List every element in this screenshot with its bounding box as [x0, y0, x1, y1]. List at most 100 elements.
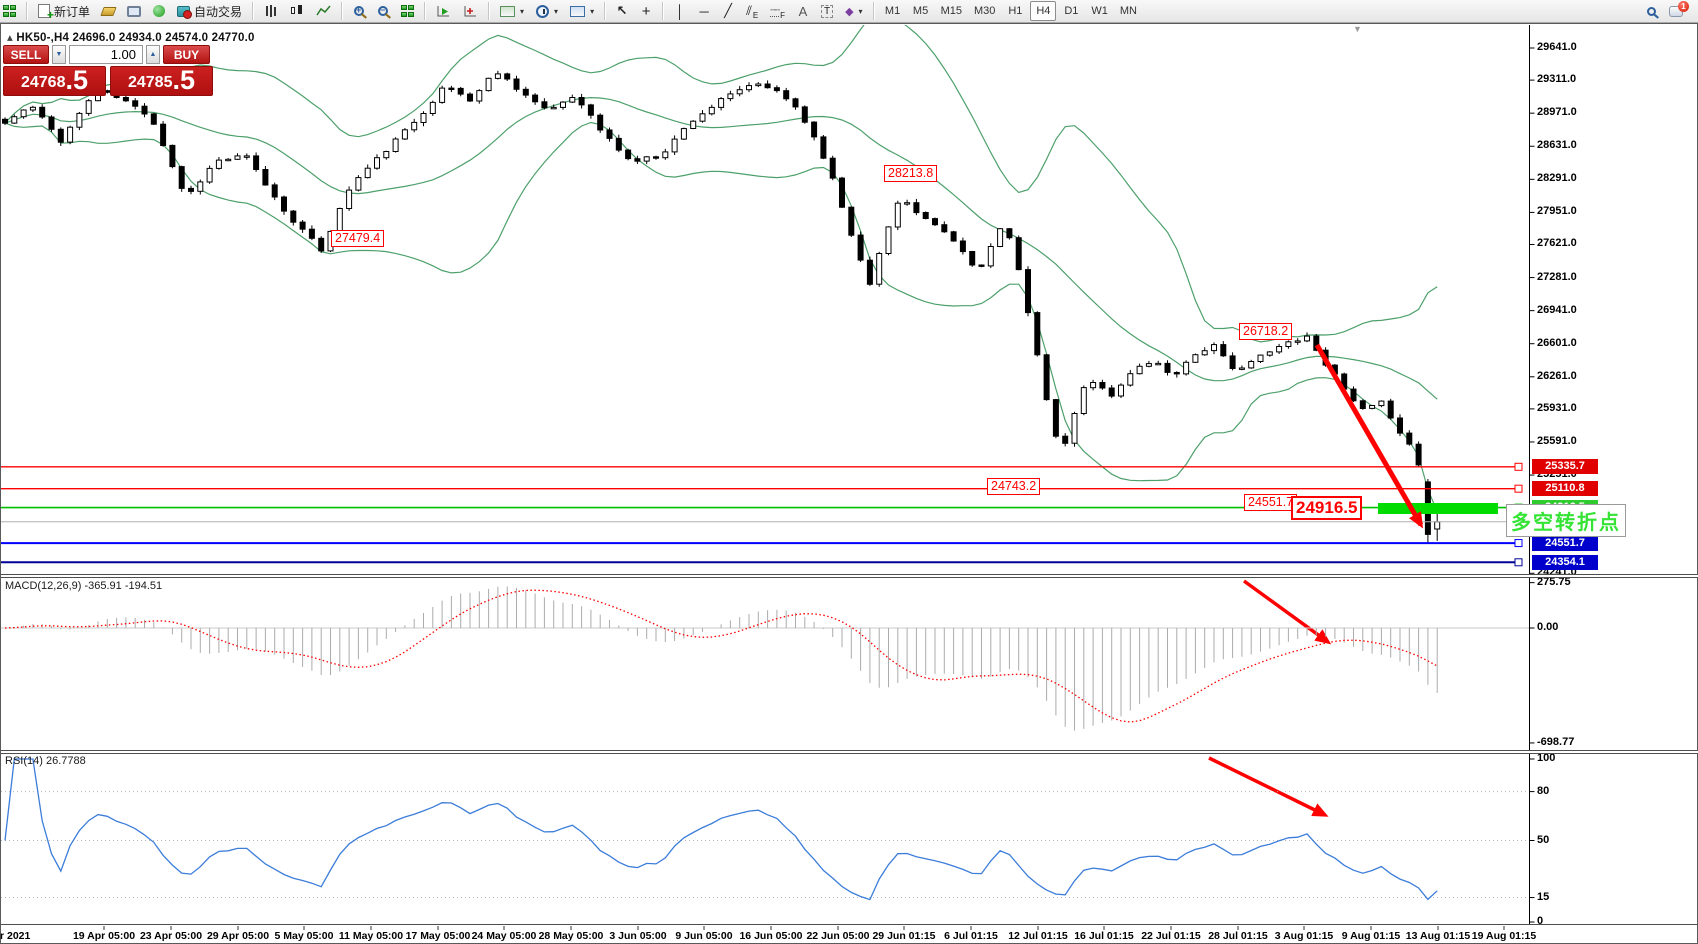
bollinger-band-line [4, 96, 1438, 400]
tile-windows-button[interactable] [396, 1, 419, 21]
channel-letter: E [752, 11, 759, 20]
label-tool-button[interactable]: T [816, 1, 838, 21]
price-tag-label[interactable]: 24551.7 [1244, 494, 1298, 511]
price-axis-tick: 28291.0 [1537, 172, 1577, 185]
timeframe-H1[interactable]: H1 [1008, 5, 1023, 17]
toolbar-separator [252, 2, 255, 20]
fibo-letter: F [780, 11, 785, 20]
hline-tool-button[interactable]: ─ [693, 1, 715, 21]
candlestick-series [2, 25, 1441, 543]
volume-input[interactable] [69, 45, 143, 64]
trend-arrow-2[interactable] [1242, 579, 1332, 645]
new-order-label: 新订单 [54, 4, 91, 19]
new-chart-dropdown[interactable]: ▾ [495, 1, 529, 21]
turning-point-annotation[interactable]: 多空转折点 [1506, 504, 1626, 537]
price-axis-badge: 24551.7 [1532, 535, 1598, 551]
time-axis-label: 28 Jul 01:15 [1208, 930, 1268, 942]
toolbar-separator [662, 2, 665, 20]
rsi-series [4, 758, 1438, 901]
sell-button[interactable]: SELL [3, 45, 49, 64]
auto-trading-label: 自动交易 [194, 4, 243, 19]
shapes-dropdown[interactable]: ◆ ▾ [840, 1, 867, 21]
price-tag-label[interactable]: 24743.2 [987, 478, 1041, 495]
time-axis-label: 5 May 05:00 [274, 930, 334, 942]
timeframe-M15[interactable]: M15 [940, 5, 962, 17]
auto-scroll-button[interactable] [431, 1, 456, 21]
eraser-icon [100, 6, 117, 16]
zoom-out-button[interactable]: − [372, 1, 394, 21]
price-axis-tick: 27621.0 [1537, 237, 1577, 250]
channel-tool-button[interactable]: ⫽ E [741, 1, 763, 21]
chart-canvas[interactable] [1, 24, 1698, 944]
template-icon [570, 5, 586, 17]
rsi-axis-tick: 100 [1537, 752, 1556, 764]
panel-splitter-rsi[interactable] [1, 750, 1698, 754]
zoom-in-button[interactable]: + [348, 1, 370, 21]
price-tag-label[interactable]: 28213.8 [884, 165, 938, 182]
price-axis-badge: 25335.7 [1532, 459, 1598, 475]
timeframe-D1[interactable]: D1 [1064, 5, 1079, 17]
volume-increase-button[interactable]: ▲ [146, 45, 160, 64]
time-axis-label: 12 Jul 01:15 [1008, 930, 1068, 942]
crosshair-tool-button[interactable]: + [635, 1, 657, 21]
price-axis-tick: 27951.0 [1537, 205, 1577, 218]
zoom-out-icon: − [378, 5, 389, 16]
price-tag-label[interactable]: 27479.4 [331, 230, 385, 247]
fibonacci-tool-button[interactable]: ╌╌ F [765, 1, 790, 21]
line-chart-icon [316, 5, 331, 16]
sell-price-display[interactable]: 24768.5 [3, 66, 106, 96]
search-button[interactable] [1640, 1, 1662, 21]
price-axis-tick: 26941.0 [1537, 303, 1577, 316]
horizontal-line-icon: ─ [699, 3, 709, 19]
candlestick-button[interactable] [285, 1, 309, 21]
macd-axis-tick: 0.00 [1537, 621, 1559, 633]
cursor-tool-button[interactable]: ↖ [611, 1, 633, 21]
chart-grid-button[interactable] [0, 1, 21, 21]
panel-splitter-macd[interactable] [1, 574, 1698, 578]
publisher-button[interactable] [122, 1, 146, 21]
toolbar-separator [26, 2, 28, 20]
zoom-in-icon: + [354, 5, 365, 16]
new-chart-icon [500, 5, 516, 17]
trendline-tool-button[interactable]: ╱ [717, 1, 739, 21]
chevron-down-icon: ▾ [520, 6, 525, 16]
notifications-button[interactable]: 1 [1664, 0, 1689, 21]
timeframe-M1[interactable]: M1 [884, 5, 901, 17]
trend-arrow-3[interactable] [1208, 756, 1329, 817]
time-axis-label: 8 Apr 2021 [0, 930, 31, 942]
timeframe-W1[interactable]: W1 [1091, 5, 1108, 17]
tile-windows-icon [401, 4, 415, 18]
template-dropdown[interactable]: ▾ [565, 1, 599, 21]
time-axis-label: 9 Aug 01:15 [1341, 930, 1401, 942]
timeframe-M5[interactable]: M5 [912, 5, 929, 17]
timeframe-MN[interactable]: MN [1119, 5, 1137, 17]
buy-button[interactable]: BUY [163, 45, 210, 64]
window-splitter-icon[interactable]: ▼ [1353, 24, 1362, 34]
auto-trading-button[interactable]: 自动交易 [172, 1, 247, 21]
label-tool-icon: T [820, 4, 834, 18]
text-tool-button[interactable]: A [792, 1, 814, 21]
new-order-button[interactable]: 新订单 [33, 1, 95, 22]
monitor-icon [127, 5, 142, 17]
price-axis-badge: 25110.8 [1532, 481, 1598, 497]
vline-tool-button[interactable]: │ [669, 1, 691, 21]
toolbar-separator [872, 2, 875, 20]
green-highlight-bar[interactable] [1378, 503, 1498, 514]
price-tag-label[interactable]: 26718.2 [1239, 323, 1293, 340]
price-axis-tick: 28971.0 [1537, 106, 1577, 119]
period-dropdown[interactable]: ▾ [531, 1, 563, 21]
bar-chart-button[interactable] [259, 1, 283, 21]
key-level-label[interactable]: 24916.5 [1291, 496, 1363, 520]
time-axis-label: 9 Jun 05:00 [675, 930, 733, 942]
buy-price-display[interactable]: 24785.5 [110, 66, 213, 96]
volume-decrease-button[interactable]: ▼ [52, 45, 66, 64]
line-chart-button[interactable] [311, 1, 336, 21]
rsi-axis-tick: 80 [1537, 784, 1550, 797]
time-axis-label: 3 Aug 01:15 [1274, 930, 1334, 942]
trend-arrow-1[interactable] [1314, 343, 1424, 529]
timeframe-H4[interactable]: H4 [1030, 1, 1057, 21]
signal-button[interactable] [148, 1, 170, 21]
eraser-button[interactable] [97, 1, 120, 21]
chart-shift-button[interactable] [458, 1, 483, 21]
timeframe-M30[interactable]: M30 [973, 5, 996, 17]
